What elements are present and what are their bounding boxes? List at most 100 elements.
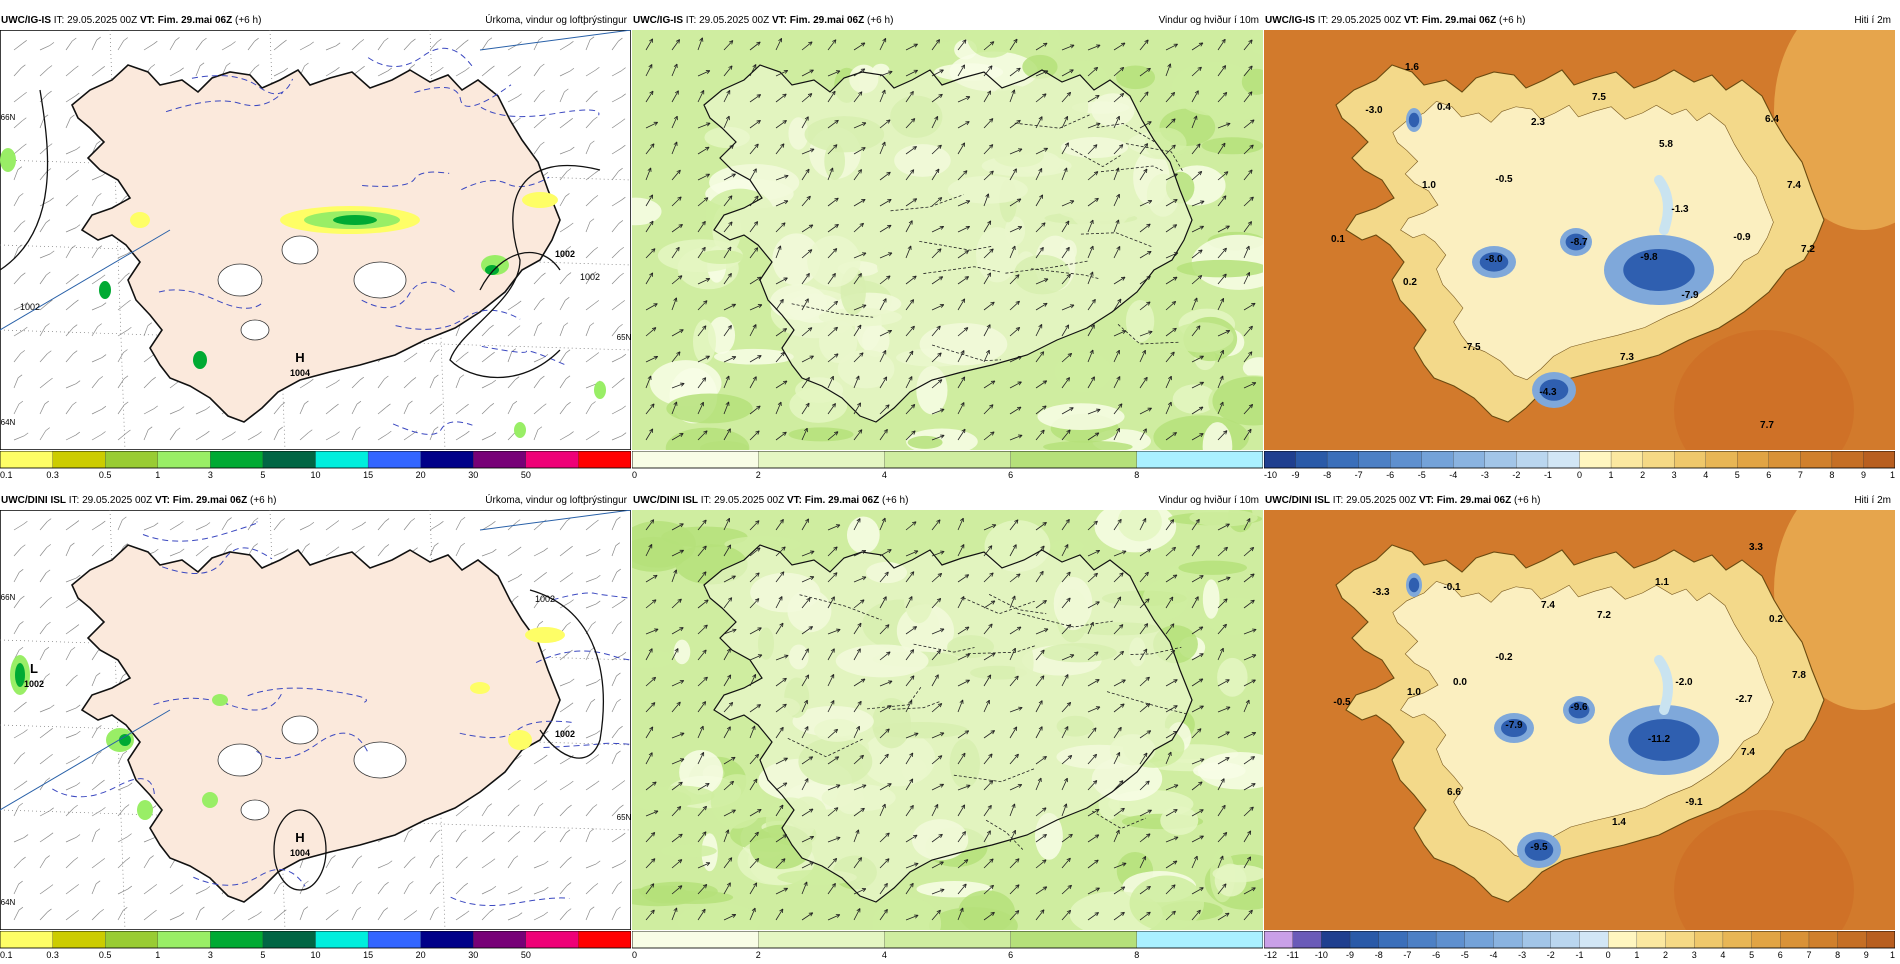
colorbar-swatch bbox=[1378, 930, 1409, 949]
colorbar-label: 5 bbox=[1735, 470, 1740, 479]
lead-time: (+6 h) bbox=[882, 495, 909, 506]
colorbar-label: 8 bbox=[1134, 470, 1139, 479]
temperature-value: -0.5 bbox=[1495, 174, 1513, 185]
colorbar-label: 0.5 bbox=[99, 950, 112, 959]
colorbar-label: -10 bbox=[1264, 470, 1277, 479]
colorbar-swatch bbox=[1722, 930, 1753, 949]
colorbar-label: 0.1 bbox=[0, 950, 13, 959]
colorbar-label: 4 bbox=[882, 950, 887, 959]
colorbar-swatch bbox=[210, 930, 264, 949]
colorbar-swatch bbox=[1737, 450, 1770, 469]
precip-area bbox=[522, 192, 558, 208]
colorbar-swatch bbox=[367, 450, 422, 469]
temperature-value: 1.1 bbox=[1655, 577, 1669, 588]
precip-area bbox=[193, 351, 207, 369]
colorbar-label: -1 bbox=[1575, 950, 1583, 959]
colorbar-label: -5 bbox=[1461, 950, 1469, 959]
colorbar-swatch bbox=[52, 450, 106, 469]
colorbar-swatch bbox=[1636, 930, 1667, 949]
colorbar-swatch bbox=[1521, 930, 1552, 949]
colorbar-swatch bbox=[1263, 930, 1294, 949]
colorbar-label: -11 bbox=[1287, 950, 1299, 959]
colorbar-swatch bbox=[1010, 450, 1138, 469]
precip-area bbox=[333, 215, 377, 225]
colorbar-label: 6 bbox=[1008, 950, 1013, 959]
panel-header: UWC/DINI ISL IT: 29.05.2025 00Z VT: Fim.… bbox=[632, 494, 1263, 508]
temperature-value: 7.3 bbox=[1620, 352, 1634, 363]
colorbar-label: 3 bbox=[1672, 470, 1677, 479]
colorbar-swatch bbox=[1263, 450, 1297, 469]
colorbar-swatch bbox=[1642, 450, 1675, 469]
temperature-value: 7.4 bbox=[1541, 600, 1555, 611]
temperature-value: -1.3 bbox=[1671, 204, 1689, 215]
colorbar-swatch bbox=[1435, 930, 1466, 949]
model-label: UWC/IG-IS bbox=[1265, 15, 1315, 26]
panel-title: Úrkoma, vindur og loftþrýstingur bbox=[485, 495, 627, 506]
colorbar-label: 20 bbox=[416, 950, 426, 959]
colorbar-swatch bbox=[578, 450, 632, 469]
iceland-outline bbox=[703, 544, 1193, 903]
colorbar-swatch bbox=[1831, 450, 1865, 469]
colorbar-swatch bbox=[884, 450, 1012, 469]
temperature-value: -7.5 bbox=[1463, 342, 1481, 353]
colorbar-label: 9 bbox=[1861, 470, 1866, 479]
colorbar-label: 30 bbox=[468, 470, 478, 479]
init-time: IT: 29.05.2025 00Z bbox=[685, 15, 770, 26]
precip-area bbox=[99, 281, 111, 299]
valid-time: VT: Fim. 29.mai 06Z bbox=[139, 15, 233, 26]
init-time: IT: 29.05.2025 00Z bbox=[68, 495, 153, 506]
colorbar-label: -2 bbox=[1512, 470, 1520, 479]
temperature-value: 2.3 bbox=[1531, 117, 1545, 128]
colorbar-swatch bbox=[631, 450, 759, 469]
colorbar-swatch bbox=[525, 930, 580, 949]
precip-area bbox=[212, 694, 228, 706]
colorbar-swatch bbox=[1837, 930, 1867, 949]
colorbar-label: 0 bbox=[632, 950, 637, 959]
precip-map: H 1004 1002 1002 1002 66N 64N 65N bbox=[0, 30, 631, 450]
colorbar-label: -7 bbox=[1355, 470, 1363, 479]
valid-time: VT: Fim. 29.mai 06Z bbox=[786, 495, 880, 506]
colorbar-swatch bbox=[1665, 930, 1695, 949]
colorbar-swatch bbox=[157, 930, 211, 949]
map-label: 64N bbox=[1, 898, 16, 907]
temperature-value: -0.5 bbox=[1333, 697, 1351, 708]
iceland-outline bbox=[703, 64, 1193, 423]
colorbar-label: 0 bbox=[1577, 470, 1582, 479]
colorbar-swatch bbox=[1751, 930, 1781, 949]
colorbar-label: 10 bbox=[310, 470, 320, 479]
colorbar-swatch bbox=[1800, 450, 1833, 469]
temperature-value: 1.0 bbox=[1407, 687, 1421, 698]
colorbar-swatch bbox=[1484, 450, 1518, 469]
temperature-value: -0.9 bbox=[1733, 232, 1751, 243]
colorbar-label: -9 bbox=[1292, 470, 1300, 479]
precip-area bbox=[15, 663, 25, 687]
colorbar-label: 1 bbox=[1634, 950, 1639, 959]
temperature-value: 7.7 bbox=[1760, 420, 1774, 431]
lead-time: (+6 h) bbox=[1514, 495, 1541, 506]
temperature-value: 0.1 bbox=[1331, 234, 1345, 245]
panel-title: Hiti í 2m bbox=[1854, 495, 1891, 506]
panel-header: UWC/IG-IS IT: 29.05.2025 00Z VT: Fim. 29… bbox=[1264, 14, 1895, 28]
map-label: 65N bbox=[617, 333, 631, 342]
colorbar-label: 3 bbox=[208, 470, 213, 479]
colorbar-label: 6 bbox=[1766, 470, 1771, 479]
colorbar-swatch bbox=[1579, 450, 1612, 469]
colorbar-swatch bbox=[1493, 930, 1523, 949]
colorbar-swatch bbox=[1608, 930, 1638, 949]
temperature-value: 6.6 bbox=[1447, 787, 1461, 798]
colorbar-label: 15 bbox=[363, 470, 373, 479]
temperature-value: -2.0 bbox=[1675, 677, 1693, 688]
colorbar-swatch bbox=[1010, 930, 1138, 949]
map-label: H bbox=[295, 830, 304, 845]
map-label: 1004 bbox=[290, 848, 310, 858]
colorbar-swatch bbox=[1866, 930, 1896, 949]
colorbar-swatch bbox=[420, 450, 474, 469]
wind-colorbar: 0 2 4 6 8 bbox=[631, 930, 1264, 960]
temperature-value: 0.2 bbox=[1403, 277, 1417, 288]
map-label: 66N bbox=[1, 113, 16, 122]
colorbar-label: -6 bbox=[1386, 470, 1394, 479]
colorbar-label: -12 bbox=[1264, 950, 1277, 959]
colorbar-label: -8 bbox=[1375, 950, 1383, 959]
temperature-value: 1.4 bbox=[1612, 817, 1626, 828]
colorbar-swatch bbox=[315, 450, 369, 469]
